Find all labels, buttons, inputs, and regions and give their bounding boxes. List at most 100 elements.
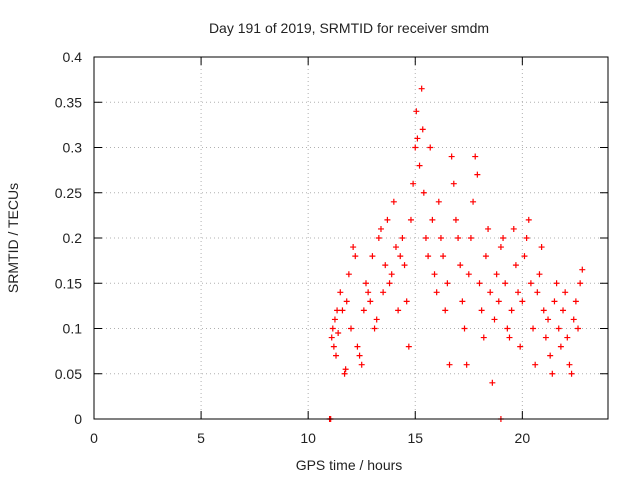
data-point — [489, 379, 496, 386]
data-point — [532, 361, 539, 368]
data-point — [425, 253, 432, 260]
data-point — [549, 370, 556, 377]
data-point — [577, 280, 584, 287]
data-point — [465, 271, 472, 278]
data-point — [377, 225, 384, 232]
data-point — [413, 108, 420, 115]
data-point — [386, 280, 393, 287]
y-tick-label: 0 — [74, 411, 82, 427]
data-point — [339, 307, 346, 314]
data-point — [334, 307, 341, 314]
y-tick-label: 0.15 — [55, 275, 82, 291]
data-point — [446, 361, 453, 368]
data-point — [564, 334, 571, 341]
data-point — [401, 262, 408, 269]
data-point — [506, 334, 513, 341]
series-srmtid — [326, 85, 586, 422]
data-point — [500, 235, 507, 241]
data-point — [487, 289, 494, 296]
data-point — [397, 253, 404, 260]
data-point — [392, 244, 399, 251]
data-points — [326, 85, 586, 422]
data-point — [375, 235, 382, 241]
data-point — [360, 307, 367, 314]
data-point — [566, 361, 573, 368]
data-point — [422, 235, 429, 241]
y-tick-label: 0.05 — [55, 366, 82, 382]
data-point — [399, 235, 406, 241]
data-point — [418, 85, 425, 92]
data-point — [382, 262, 389, 269]
data-point — [476, 280, 483, 287]
y-tick-label: 0.35 — [55, 94, 82, 110]
data-point — [572, 298, 579, 305]
data-point — [407, 216, 414, 223]
data-point — [512, 262, 519, 269]
data-point — [455, 235, 462, 241]
data-point — [497, 244, 504, 251]
data-point — [333, 352, 340, 359]
data-point — [345, 271, 352, 278]
data-point — [348, 325, 354, 332]
data-point — [433, 289, 440, 296]
data-point — [350, 244, 357, 251]
data-point — [557, 343, 564, 350]
y-tick-label: 0.25 — [55, 185, 82, 201]
data-point — [412, 144, 419, 151]
data-point — [521, 253, 528, 260]
data-point — [482, 253, 489, 260]
data-point — [343, 298, 350, 305]
data-point — [570, 316, 577, 323]
data-point — [367, 298, 374, 305]
data-point — [450, 180, 457, 187]
data-point — [551, 298, 558, 305]
x-tick-label: 5 — [197, 430, 205, 446]
data-point — [478, 307, 485, 314]
data-point — [337, 289, 344, 296]
data-point — [491, 316, 498, 323]
data-point — [485, 225, 492, 232]
data-point — [328, 334, 335, 341]
data-point — [419, 126, 426, 133]
data-point — [330, 343, 337, 350]
data-point — [474, 171, 481, 178]
y-tick-label: 0.4 — [63, 49, 83, 65]
data-point — [523, 235, 530, 241]
data-point — [536, 271, 543, 278]
data-point — [373, 316, 380, 323]
data-point — [517, 343, 524, 350]
data-point — [452, 216, 459, 223]
data-point — [331, 316, 338, 323]
data-point — [459, 298, 466, 305]
data-point — [384, 216, 391, 223]
data-point — [538, 244, 545, 251]
data-point — [448, 153, 455, 160]
data-point — [429, 216, 436, 223]
data-point — [403, 298, 410, 305]
data-point — [480, 334, 487, 341]
data-point — [341, 370, 348, 377]
data-point — [440, 253, 447, 260]
data-point — [495, 298, 502, 305]
y-tick-label: 0.2 — [63, 230, 83, 246]
chart-title: Day 191 of 2019, SRMTID for receiver smd… — [209, 20, 489, 36]
data-point — [342, 366, 349, 373]
data-point — [414, 135, 421, 142]
data-point — [542, 334, 549, 341]
data-point — [568, 370, 575, 377]
data-point — [461, 325, 468, 332]
data-point — [463, 361, 470, 368]
data-point — [545, 316, 552, 323]
y-tick-label: 0.1 — [63, 321, 83, 337]
data-point — [534, 289, 541, 296]
data-point — [369, 253, 376, 260]
data-point — [519, 298, 526, 305]
data-point — [562, 289, 569, 296]
data-point — [388, 271, 395, 278]
ticks: 0 0.05 0.1 0.15 0.2 0.25 0.3 0.35 0.4 0 5 10 15 20 — [55, 49, 608, 446]
y-axis-title: SRMTID / TECUs — [5, 183, 21, 293]
data-point — [515, 289, 522, 296]
plot-frame — [93, 56, 609, 420]
data-point — [555, 325, 562, 332]
